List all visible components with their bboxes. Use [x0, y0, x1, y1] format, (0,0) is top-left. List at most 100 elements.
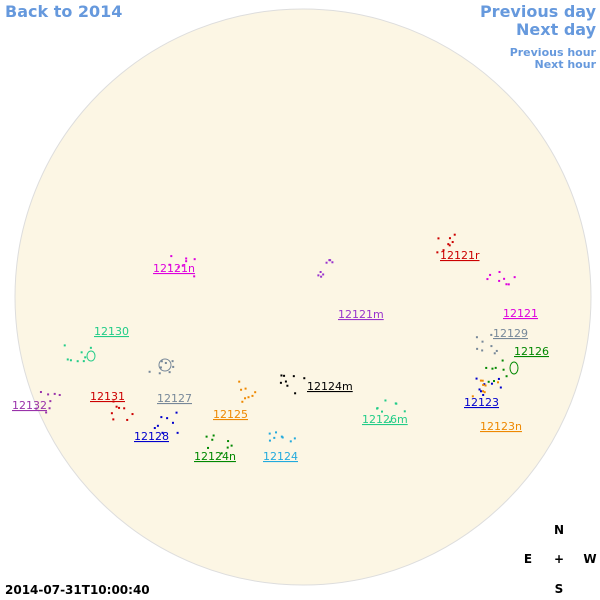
sunspot	[273, 436, 276, 439]
sunspot	[48, 407, 51, 410]
sunspot	[58, 394, 61, 397]
sunspot	[471, 395, 474, 398]
previous-hour-link[interactable]: Previous hour	[510, 46, 597, 59]
solar-disk	[14, 8, 592, 586]
sunspot	[490, 345, 493, 348]
compass-west: W	[583, 552, 596, 566]
sunspot	[442, 249, 445, 252]
sunspot	[172, 365, 175, 368]
sunspot	[451, 241, 454, 244]
next-hour-link[interactable]: Next hour	[535, 58, 597, 71]
sunspot	[481, 340, 484, 343]
compass-center: +	[554, 552, 564, 566]
sunspot	[123, 407, 126, 410]
sunspot	[513, 276, 516, 279]
sunspot	[476, 347, 479, 350]
region-label[interactable]: 12121r	[440, 249, 480, 262]
sunspot	[185, 260, 188, 263]
sunspot	[112, 400, 115, 403]
sunspot	[158, 372, 161, 375]
sunspot	[292, 375, 295, 378]
sunspot	[212, 434, 215, 437]
sunspot-outline	[158, 358, 172, 372]
sunspot	[502, 368, 505, 371]
region-label[interactable]: 12129	[493, 327, 528, 340]
sunspot	[168, 371, 171, 374]
sunspot	[160, 360, 163, 363]
sunspot	[494, 366, 497, 369]
region-label[interactable]: 12124	[263, 450, 298, 463]
sunspot	[481, 379, 484, 382]
next-day-link[interactable]: Next day	[516, 20, 597, 39]
sunspot	[205, 435, 208, 438]
sunspot	[498, 270, 501, 273]
sunspot	[110, 412, 113, 415]
region-label[interactable]: 12128	[134, 430, 169, 443]
sunspot	[84, 356, 87, 359]
sunspot	[493, 352, 496, 355]
region-label[interactable]: 12132	[12, 399, 47, 412]
sunspot	[403, 410, 406, 413]
sunspot	[275, 431, 278, 434]
sunspot	[331, 261, 334, 264]
sunspot	[497, 377, 500, 380]
sunspot	[45, 411, 48, 414]
region-label[interactable]: 12121m	[338, 308, 384, 321]
sunspot	[482, 383, 485, 386]
sunspot	[171, 360, 174, 363]
sunspot	[376, 407, 379, 410]
sunspot	[177, 266, 180, 269]
sunspot	[89, 346, 92, 349]
sunspot	[159, 366, 162, 369]
sunspot	[126, 418, 129, 421]
region-label[interactable]: 12126m	[362, 413, 408, 426]
sunspot	[490, 382, 493, 385]
sunspot	[118, 406, 121, 409]
previous-day-link[interactable]: Previous day	[480, 2, 597, 21]
sunspot	[268, 432, 271, 435]
sunspot	[317, 274, 320, 277]
region-label[interactable]: 12126	[514, 345, 549, 358]
sunspot	[164, 361, 167, 364]
region-label[interactable]: 12124n	[194, 450, 236, 463]
sunspot	[303, 377, 306, 380]
sunspot	[66, 358, 69, 361]
sunspot	[230, 444, 233, 447]
sunspot	[479, 390, 482, 393]
sunspot	[499, 386, 502, 389]
region-label[interactable]: 12131	[90, 390, 125, 403]
sunspot	[161, 431, 164, 434]
region-label[interactable]: 12123	[464, 396, 499, 409]
sunspot	[176, 431, 179, 434]
region-label[interactable]: 12130	[94, 325, 129, 338]
sunspot	[240, 388, 243, 391]
sunspot	[193, 275, 196, 278]
sunspot	[185, 257, 188, 260]
compass-south: S	[555, 582, 564, 596]
region-label[interactable]: 12121n	[153, 262, 195, 275]
timestamp: 2014-07-31T10:00:40	[5, 583, 150, 597]
region-label[interactable]: 12123n	[480, 420, 522, 433]
region-label[interactable]: 12127	[157, 392, 192, 405]
sunspot	[241, 400, 244, 403]
back-link[interactable]: Back to 2014	[5, 2, 122, 21]
sunspot	[475, 377, 478, 380]
sunspot	[437, 237, 440, 240]
sunspot	[227, 440, 230, 443]
region-label[interactable]: 12124m	[307, 380, 353, 393]
sunspot	[247, 396, 250, 399]
sunspot	[395, 402, 398, 405]
sunspot	[286, 384, 289, 387]
sunspot	[112, 418, 115, 421]
region-label[interactable]: 12125	[213, 408, 248, 421]
sunspot	[251, 394, 254, 397]
sunspot	[483, 391, 486, 394]
sunspot	[82, 360, 85, 363]
region-label[interactable]: 12121	[503, 307, 538, 320]
sunspot	[280, 435, 283, 438]
sunspot	[80, 351, 83, 354]
sunspot	[175, 411, 178, 414]
sunspot	[293, 437, 296, 440]
sunspot	[168, 263, 171, 266]
sunspot	[453, 233, 456, 236]
